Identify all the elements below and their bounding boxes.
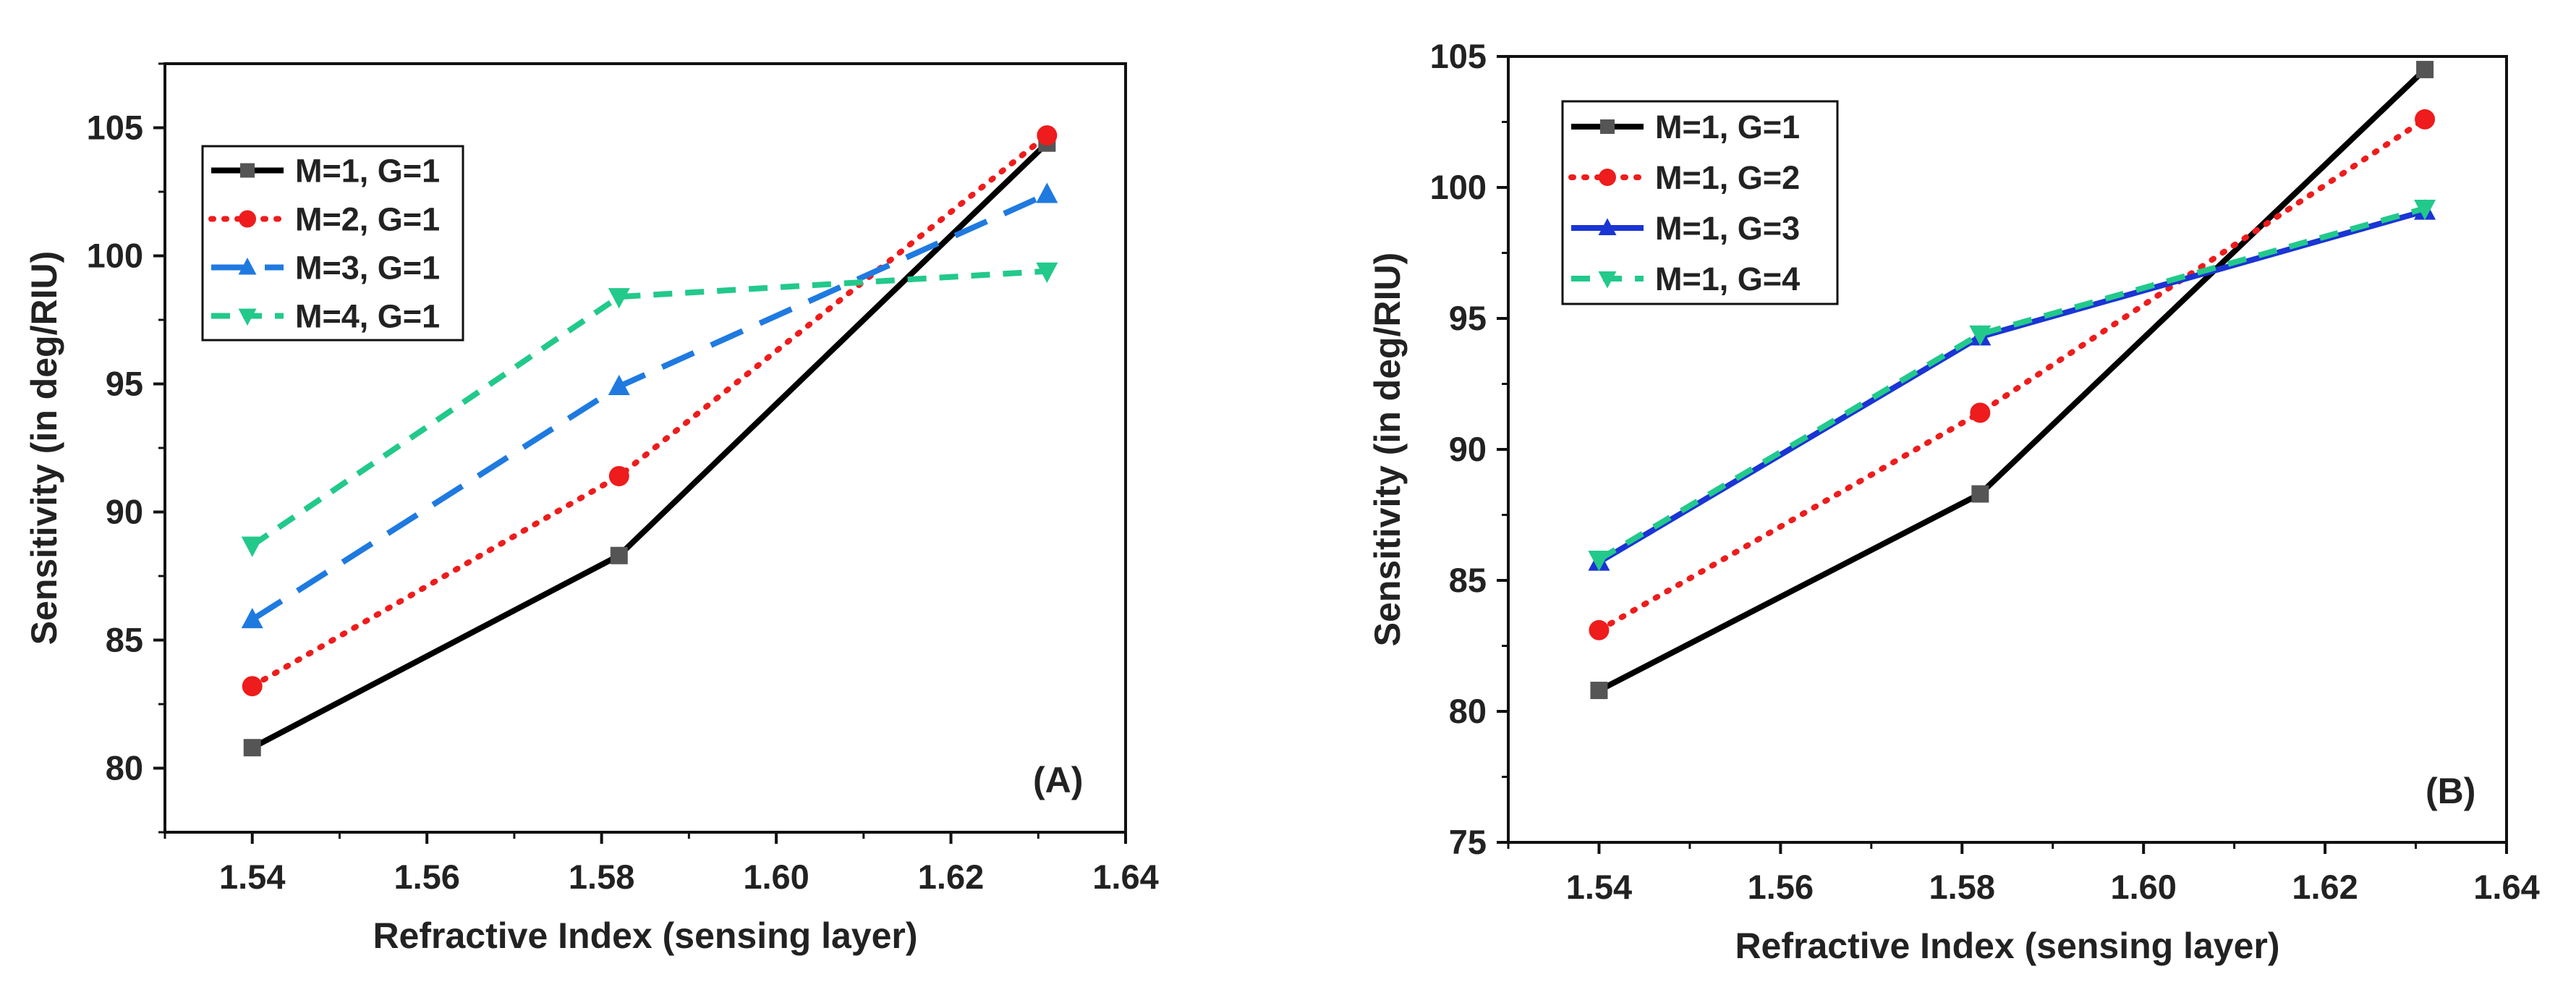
- y-axis-title: Sensitivity (in deg/RIU): [1367, 253, 1408, 647]
- x-tick-label: 1.54: [1566, 868, 1632, 906]
- y-tick-label: 95: [106, 365, 143, 403]
- legend-label-1: M=1, G=1: [295, 153, 440, 190]
- legend-box: [201, 145, 464, 342]
- data-point-4: [1588, 551, 1610, 572]
- x-tick-label: 1.62: [918, 858, 984, 896]
- legend-marker-3: [238, 258, 257, 275]
- data-point-1: [243, 739, 261, 757]
- legend-label-4: M=4, G=1: [295, 298, 440, 335]
- y-tick-label: 75: [1449, 823, 1487, 861]
- x-tick-label: 1.54: [219, 858, 285, 896]
- data-point-1: [2416, 61, 2434, 79]
- data-point-3: [608, 374, 630, 396]
- data-point-4: [1969, 325, 1991, 346]
- legend-box: [1561, 100, 1839, 305]
- data-point-2: [1970, 402, 1991, 423]
- x-tick-label: 1.56: [1748, 868, 1814, 906]
- data-point-3: [241, 607, 263, 629]
- legend-label-2: M=1, G=2: [1655, 159, 1800, 196]
- legend-marker-4: [1598, 271, 1617, 289]
- y-tick-label: 95: [1449, 299, 1487, 337]
- series-line-2: [249, 132, 1050, 690]
- legend-marker-1: [240, 163, 255, 178]
- y-tick-label: 90: [106, 493, 143, 531]
- y-tick-label: 100: [1430, 168, 1487, 206]
- data-point-3: [1036, 182, 1058, 203]
- series-line-4: [1597, 206, 2426, 562]
- legend: M=1, G=1 M=2, G=1 M=3, G=1 M=4, G=1: [201, 145, 464, 342]
- data-point-1: [610, 546, 628, 564]
- panel-a-chart: 1.54 1.56 1.58 1.60 1.62 1.64 80 85 90 95 100 105 Re…: [24, 62, 1159, 956]
- legend: M=1, G=1 M=1, G=2 M=1, G=3 M=1, G=4: [1561, 100, 1839, 305]
- legend-marker-2: [239, 210, 256, 228]
- x-tick-label: 1.60: [2110, 868, 2176, 906]
- y-tick-label: 80: [106, 749, 143, 787]
- data-point-2: [608, 465, 629, 486]
- x-tick-label: 1.58: [569, 858, 634, 896]
- legend-marker-4: [238, 308, 257, 326]
- legend-label-4: M=1, G=4: [1655, 261, 1800, 297]
- y-tick-label: 80: [1449, 692, 1487, 730]
- y-tick-label: 105: [1430, 37, 1487, 75]
- x-tick-label: 1.56: [394, 858, 459, 896]
- y-tick-label: 85: [1449, 561, 1487, 599]
- legend-marker-3: [1598, 218, 1617, 235]
- x-axis-title: Refractive Index (sensing layer): [1735, 926, 2279, 966]
- panel-b-chart: 1.54 1.56 1.58 1.60 1.62 1.64 75 80 85 90 95 100 105…: [1367, 37, 2540, 966]
- data-point-4: [2414, 199, 2436, 221]
- y-axis-title: Sensitivity (in deg/RIU): [24, 251, 64, 646]
- data-point-2: [1037, 125, 1058, 146]
- panel-label: (A): [1033, 760, 1083, 800]
- data-point-4: [241, 536, 263, 557]
- y-tick-label: 100: [87, 237, 143, 275]
- x-tick-label: 1.58: [1929, 868, 1995, 906]
- series-line-2: [1596, 116, 2428, 633]
- x-tick-label: 1.64: [2473, 868, 2539, 906]
- x-axis-title: Refractive Index (sensing layer): [373, 915, 917, 956]
- y-tick-label: 105: [87, 109, 143, 147]
- data-point-4: [608, 288, 630, 309]
- legend-label-3: M=1, G=3: [1655, 210, 1800, 247]
- y-tick-label: 85: [106, 621, 143, 659]
- legend-label-1: M=1, G=1: [1655, 109, 1800, 145]
- data-point-1: [1971, 485, 1989, 503]
- data-point-2: [242, 676, 263, 697]
- data-point-2: [1589, 619, 1610, 640]
- x-tick-label: 1.62: [2292, 868, 2358, 906]
- panel-label: (B): [2426, 771, 2475, 811]
- legend-marker-1: [1600, 119, 1615, 134]
- data-point-1: [1590, 682, 1608, 700]
- x-tick-label: 1.60: [743, 858, 809, 896]
- x-tick-label: 1.64: [1092, 858, 1158, 896]
- y-tick-label: 90: [1449, 430, 1487, 468]
- data-point-4: [1036, 262, 1058, 283]
- data-point-2: [2415, 109, 2436, 130]
- legend-marker-2: [1599, 169, 1616, 186]
- legend-label-3: M=3, G=1: [295, 250, 440, 287]
- legend-label-2: M=2, G=1: [295, 201, 440, 238]
